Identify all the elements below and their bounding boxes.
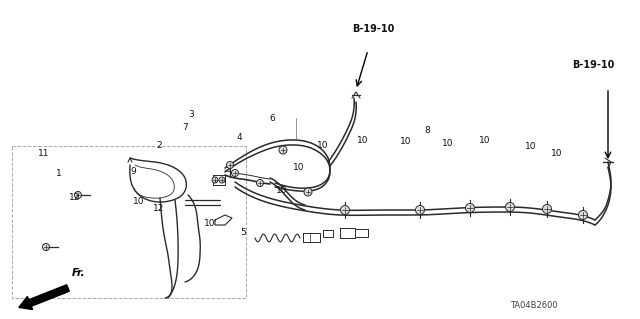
FancyArrow shape	[19, 285, 69, 309]
Text: B-19-10: B-19-10	[572, 60, 614, 70]
Text: 9: 9	[131, 167, 136, 176]
Circle shape	[74, 191, 81, 198]
Text: TA04B2600: TA04B2600	[510, 300, 557, 309]
Circle shape	[543, 204, 552, 213]
Text: 10: 10	[293, 163, 305, 172]
Text: 12: 12	[69, 193, 81, 202]
Text: 10: 10	[356, 136, 368, 145]
Text: 7: 7	[182, 123, 188, 132]
Circle shape	[232, 169, 239, 176]
Circle shape	[227, 161, 234, 168]
Text: 10: 10	[132, 197, 144, 206]
Text: 10: 10	[551, 149, 563, 158]
Circle shape	[340, 205, 349, 214]
Text: 2: 2	[156, 141, 161, 150]
Text: 10: 10	[400, 137, 412, 146]
Text: 10: 10	[479, 136, 491, 145]
Text: 3: 3	[188, 110, 193, 119]
Text: 10: 10	[525, 142, 537, 151]
Text: 4: 4	[237, 133, 242, 142]
Circle shape	[506, 203, 515, 211]
Circle shape	[304, 188, 312, 196]
Circle shape	[212, 177, 218, 183]
Circle shape	[415, 205, 424, 214]
Text: 11: 11	[38, 149, 49, 158]
Text: 10: 10	[442, 139, 454, 148]
Circle shape	[219, 177, 225, 183]
Text: B-19-10: B-19-10	[352, 24, 394, 34]
Circle shape	[279, 146, 287, 154]
Text: 6: 6	[269, 115, 275, 123]
Text: 10: 10	[317, 141, 329, 150]
Text: 5: 5	[241, 228, 246, 237]
Text: 10: 10	[276, 186, 287, 195]
Text: 8: 8	[425, 126, 430, 135]
Circle shape	[579, 211, 588, 219]
Text: 1: 1	[56, 169, 61, 178]
Text: 10: 10	[204, 219, 216, 228]
Text: Fr.: Fr.	[72, 268, 86, 278]
Circle shape	[465, 204, 474, 212]
Circle shape	[257, 180, 264, 187]
Circle shape	[42, 243, 49, 250]
Text: 12: 12	[153, 204, 164, 213]
